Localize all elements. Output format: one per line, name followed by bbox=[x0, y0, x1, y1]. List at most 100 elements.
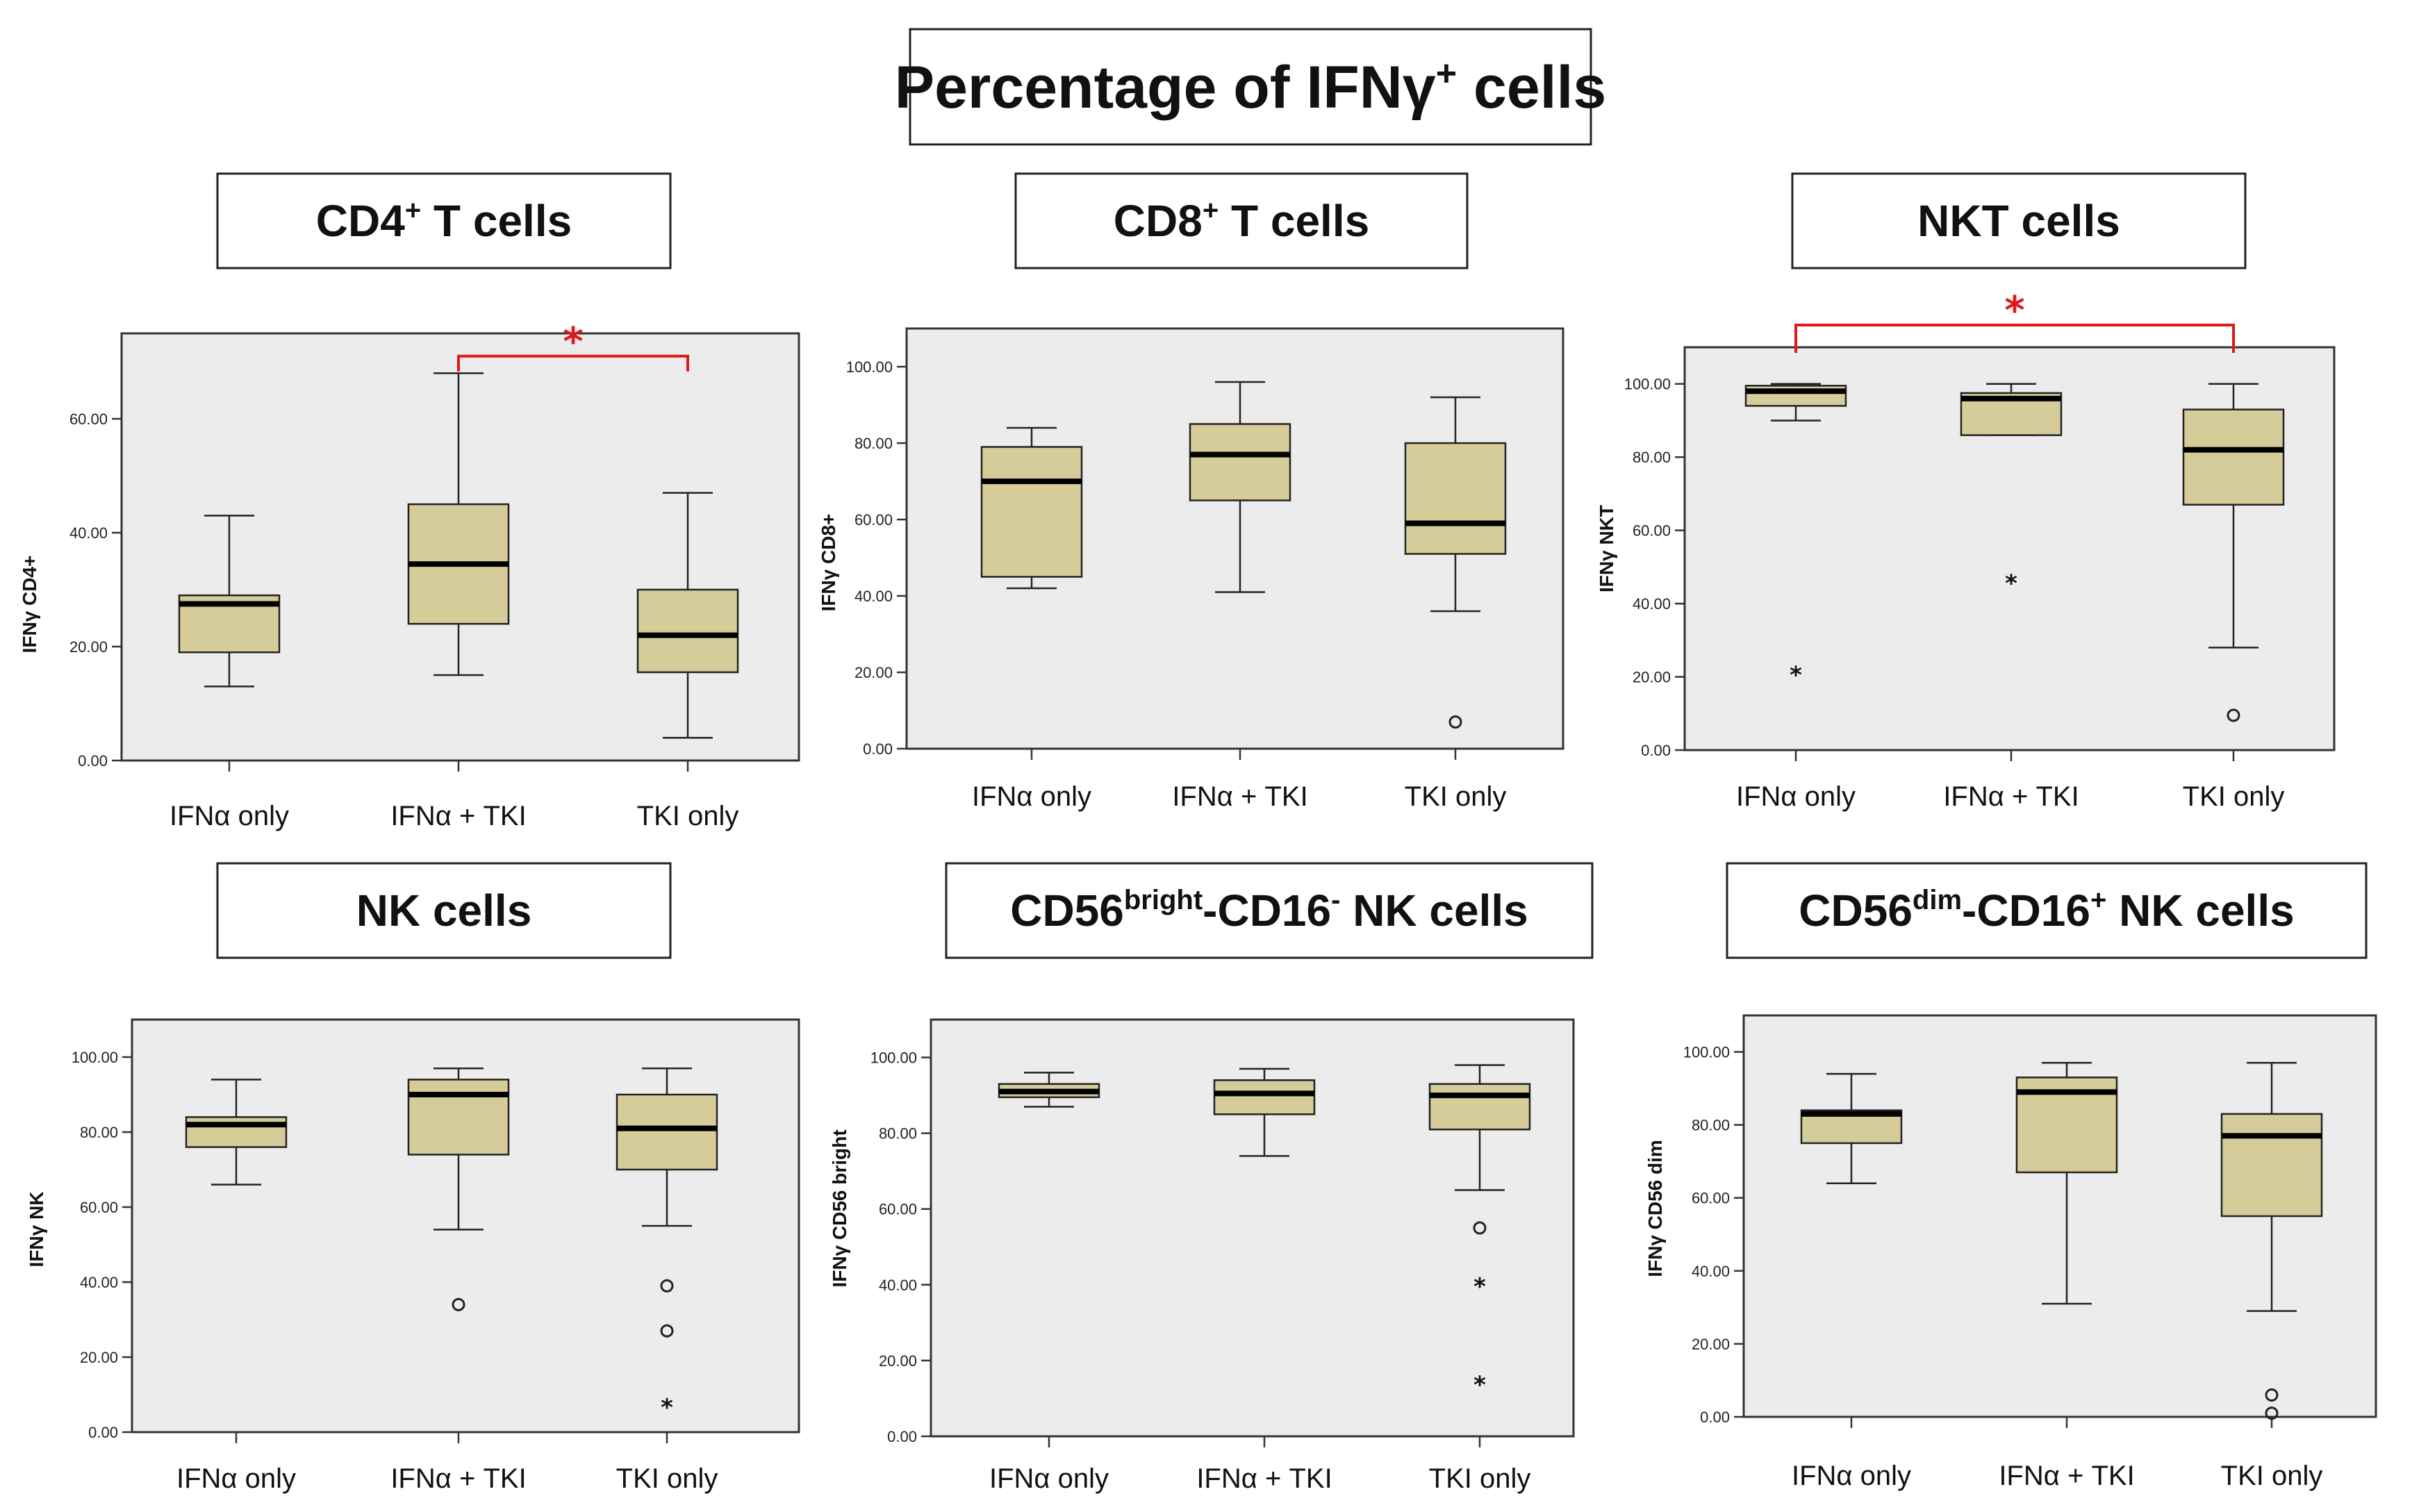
main-title-box bbox=[909, 28, 1592, 146]
significance-bracket: * bbox=[457, 319, 689, 372]
outlier-point bbox=[452, 1297, 465, 1311]
main-title-text: Percentage of IFNγ+ cells bbox=[895, 53, 1607, 121]
x-category-label: IFNα + TKI bbox=[1999, 1461, 2134, 1491]
panel-title: CD4+ T cells bbox=[316, 195, 572, 246]
y-tick-label: 20.00 bbox=[879, 1352, 917, 1370]
x-category-label: IFNα only bbox=[176, 1463, 296, 1494]
iqr-box bbox=[1213, 1079, 1316, 1115]
y-tick-label: 80.00 bbox=[879, 1125, 917, 1143]
extreme-point: * bbox=[1790, 661, 1802, 689]
chart-panel-cd8: CD8+ T cells IFNγ CD8+ 0.00 20.00 40.00 60.… bbox=[818, 172, 1564, 812]
y-tick-label: 0.00 bbox=[88, 1424, 118, 1441]
x-category-label: IFNα only bbox=[989, 1463, 1109, 1494]
plot-group: 0.00 20.00 40.00 60.00 IFNα only IFNα + TKI TK… bbox=[69, 319, 800, 831]
x-category-label: IFNα only bbox=[1736, 781, 1856, 812]
chart-panel-cd56-bright: CD56bright-CD16- NK cells IFNγ CD56 brig… bbox=[829, 862, 1594, 1494]
box-plot-3: ** bbox=[1428, 1064, 1531, 1399]
y-tick-label: 0.00 bbox=[78, 752, 108, 770]
panel-title: CD8+ T cells bbox=[1114, 195, 1369, 246]
iqr-box bbox=[1189, 423, 1291, 501]
box-plot-2 bbox=[1213, 1067, 1316, 1157]
x-category-label: IFNα only bbox=[1792, 1461, 1911, 1491]
chart-panel-cd4: CD4+ T cells IFNγ CD4+ 0.00 20.00 40.00 60.… bbox=[19, 172, 800, 831]
box-plot-3 bbox=[2220, 1062, 2323, 1420]
x-category-label: TKI only bbox=[2183, 781, 2285, 812]
outlier-point bbox=[2265, 1406, 2279, 1420]
box-plot-1 bbox=[998, 1072, 1100, 1108]
extreme-point: * bbox=[1473, 1372, 1486, 1399]
plot-group: 0.00 20.00 40.00 60.00 80.00 100.00 IFNα only I… bbox=[846, 327, 1564, 812]
x-category-label: TKI only bbox=[637, 801, 739, 831]
x-category-label: IFNα only bbox=[170, 801, 289, 831]
chart-panel-nkt: NKT cells IFNγ NKT 0.00 20.00 40.00 60.00 80… bbox=[1596, 172, 2336, 812]
y-axis-label: IFNγ CD56 bright bbox=[829, 1129, 850, 1287]
y-tick-label: 60.00 bbox=[69, 410, 108, 428]
outlier-point bbox=[2227, 708, 2240, 722]
significance-star: * bbox=[563, 319, 583, 365]
box-plot-2: * bbox=[1960, 383, 2063, 597]
box-plot-1 bbox=[185, 1079, 288, 1186]
extreme-point: * bbox=[661, 1394, 673, 1422]
plot-group: 0.00 20.00 40.00 60.00 80.00 100.00 IFNα only I… bbox=[1683, 1014, 2377, 1491]
box-plot-3 bbox=[636, 492, 739, 739]
x-category-label: TKI only bbox=[1405, 781, 1507, 812]
y-tick-label: 0.00 bbox=[1700, 1409, 1730, 1426]
y-tick-label: 60.00 bbox=[80, 1199, 118, 1216]
y-tick-label: 60.00 bbox=[1633, 522, 1671, 540]
box-plot-1 bbox=[1800, 1072, 1903, 1184]
box-plot-3: * bbox=[616, 1067, 718, 1422]
box-plot-2 bbox=[407, 372, 510, 676]
y-tick-label: 60.00 bbox=[879, 1201, 917, 1218]
chart-panel-cd56-dim: CD56dim-CD16+ NK cells IFNγ CD56 dim 0.0… bbox=[1644, 862, 2377, 1491]
y-tick-label: 20.00 bbox=[69, 638, 108, 656]
panel-title: NK cells bbox=[356, 886, 532, 936]
outlier-point bbox=[1448, 715, 1462, 729]
iqr-box bbox=[1404, 442, 1507, 555]
y-tick-label: 20.00 bbox=[1633, 669, 1671, 686]
y-tick-label: 100.00 bbox=[846, 358, 893, 376]
outlier-point bbox=[1473, 1221, 1487, 1235]
extreme-point: * bbox=[2005, 570, 2017, 597]
y-tick-label: 20.00 bbox=[1692, 1336, 1730, 1353]
panel-title-box bbox=[216, 862, 672, 959]
bracket-line bbox=[457, 354, 689, 372]
y-tick-label: 0.00 bbox=[863, 740, 893, 758]
y-axis-label: IFNγ CD4+ bbox=[19, 556, 40, 654]
box-plot-3 bbox=[2182, 383, 2285, 722]
outlier-point bbox=[2265, 1388, 2279, 1402]
iqr-box bbox=[1428, 1083, 1531, 1131]
plot-group: 0.00 20.00 40.00 60.00 80.00 100.00 IFNα only I… bbox=[870, 1018, 1575, 1494]
x-category-label: IFNα + TKI bbox=[1172, 781, 1307, 812]
y-tick-label: 40.00 bbox=[80, 1274, 118, 1291]
plot-group: 0.00 20.00 40.00 60.00 80.00 100.00 IFNα only I… bbox=[72, 1018, 800, 1494]
box-plot-2 bbox=[2015, 1062, 2118, 1305]
y-tick-label: 80.00 bbox=[80, 1124, 118, 1141]
iqr-box bbox=[616, 1093, 718, 1171]
y-tick-label: 60.00 bbox=[1692, 1190, 1730, 1207]
panel-title-box bbox=[1726, 862, 2368, 959]
chart-panel-nk: NK cells IFNγ NK 0.00 20.00 40.00 60.00 80.0… bbox=[26, 862, 800, 1494]
y-axis-label: IFNγ NKT bbox=[1596, 505, 1617, 592]
y-tick-label: 40.00 bbox=[69, 524, 108, 542]
box-plot-1: * bbox=[1744, 383, 1847, 689]
x-category-label: IFNα only bbox=[972, 781, 1091, 812]
y-tick-label: 100.00 bbox=[1624, 376, 1671, 393]
panel-title: CD56bright-CD16- NK cells bbox=[1010, 885, 1528, 936]
outlier-point bbox=[660, 1324, 674, 1338]
iqr-box bbox=[636, 588, 739, 674]
panel-title: NKT cells bbox=[1917, 196, 2120, 246]
x-category-label: TKI only bbox=[1429, 1463, 1531, 1494]
bracket-line bbox=[1794, 324, 2235, 353]
panel-title-box bbox=[1791, 172, 2247, 269]
extreme-point: * bbox=[1473, 1273, 1486, 1301]
y-tick-label: 0.00 bbox=[1641, 742, 1671, 759]
iqr-box bbox=[2182, 408, 2285, 506]
panel-title-box bbox=[945, 862, 1594, 959]
x-category-label: IFNα + TKI bbox=[1196, 1463, 1332, 1494]
box-plot-2 bbox=[407, 1067, 510, 1311]
x-category-label: TKI only bbox=[2221, 1461, 2323, 1491]
y-tick-label: 40.00 bbox=[879, 1277, 917, 1294]
box-plot-3 bbox=[1404, 396, 1507, 729]
plot-group: 0.00 20.00 40.00 60.00 80.00 100.00 IFNα only I… bbox=[1624, 288, 2336, 812]
